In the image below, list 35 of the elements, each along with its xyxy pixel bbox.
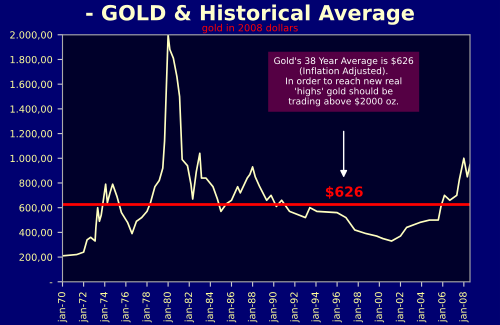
- x-tick-label: jan-80: [163, 292, 173, 322]
- x-tick-label: jan-92: [290, 292, 300, 322]
- chart-subtitle: gold in 2008 dollars: [202, 24, 298, 34]
- x-tick-label: jan-88: [248, 292, 258, 322]
- x-tick-label: jan-84: [206, 292, 216, 322]
- y-tick-label: 200,00: [19, 254, 52, 262]
- x-tick-label: jan-06: [438, 292, 448, 322]
- y-tick-label: 600,00: [19, 204, 52, 212]
- x-tick-label: jan-78: [142, 292, 152, 322]
- chart-title: - GOLD & Historical Average: [86, 4, 414, 25]
- y-tick-label: 1.000,00: [10, 154, 52, 164]
- y-tick-label: 1.800,00: [10, 56, 52, 64]
- y-tick-label: 400,00: [19, 228, 52, 238]
- y-tick-label: 800,00: [19, 179, 52, 188]
- x-tick-label: jan-72: [78, 292, 88, 322]
- x-tick-label: jan-76: [121, 292, 131, 322]
- annotation: Gold's 38 Year Average is $626 (Inflation Adjusted). In order to reach new real 'highs' gold should be trading above $2000 oz.: [274, 57, 414, 106]
- x-tick-label: jan-02: [396, 292, 406, 322]
- x-tick-label: jan-96: [332, 292, 342, 322]
- x-tick-label: jan-82: [184, 292, 194, 322]
- x-tick-label: jan-98: [354, 292, 363, 322]
- x-tick-label: jan-74: [100, 292, 110, 322]
- x-tick-label: jan-70: [58, 292, 68, 322]
- y-tick-label: 1.200,00: [10, 130, 52, 138]
- x-tick-label: jan-86: [226, 292, 236, 322]
- x-tick-label: jan-08: [459, 292, 469, 322]
- y-tick-label: 2.000,00: [10, 31, 52, 40]
- x-tick-label: jan-90: [269, 292, 278, 322]
- y-tick-label: 1.400,00: [10, 105, 52, 114]
- x-tick-label: jan-94: [311, 292, 321, 322]
- ref-line-label: $626: [326, 186, 363, 199]
- x-tick-label: jan-04: [416, 292, 426, 322]
- x-tick-label: jan-00: [374, 292, 384, 322]
- y-tick-label: -: [50, 282, 52, 284]
- y-tick-label: 1.600,00: [10, 80, 52, 89]
